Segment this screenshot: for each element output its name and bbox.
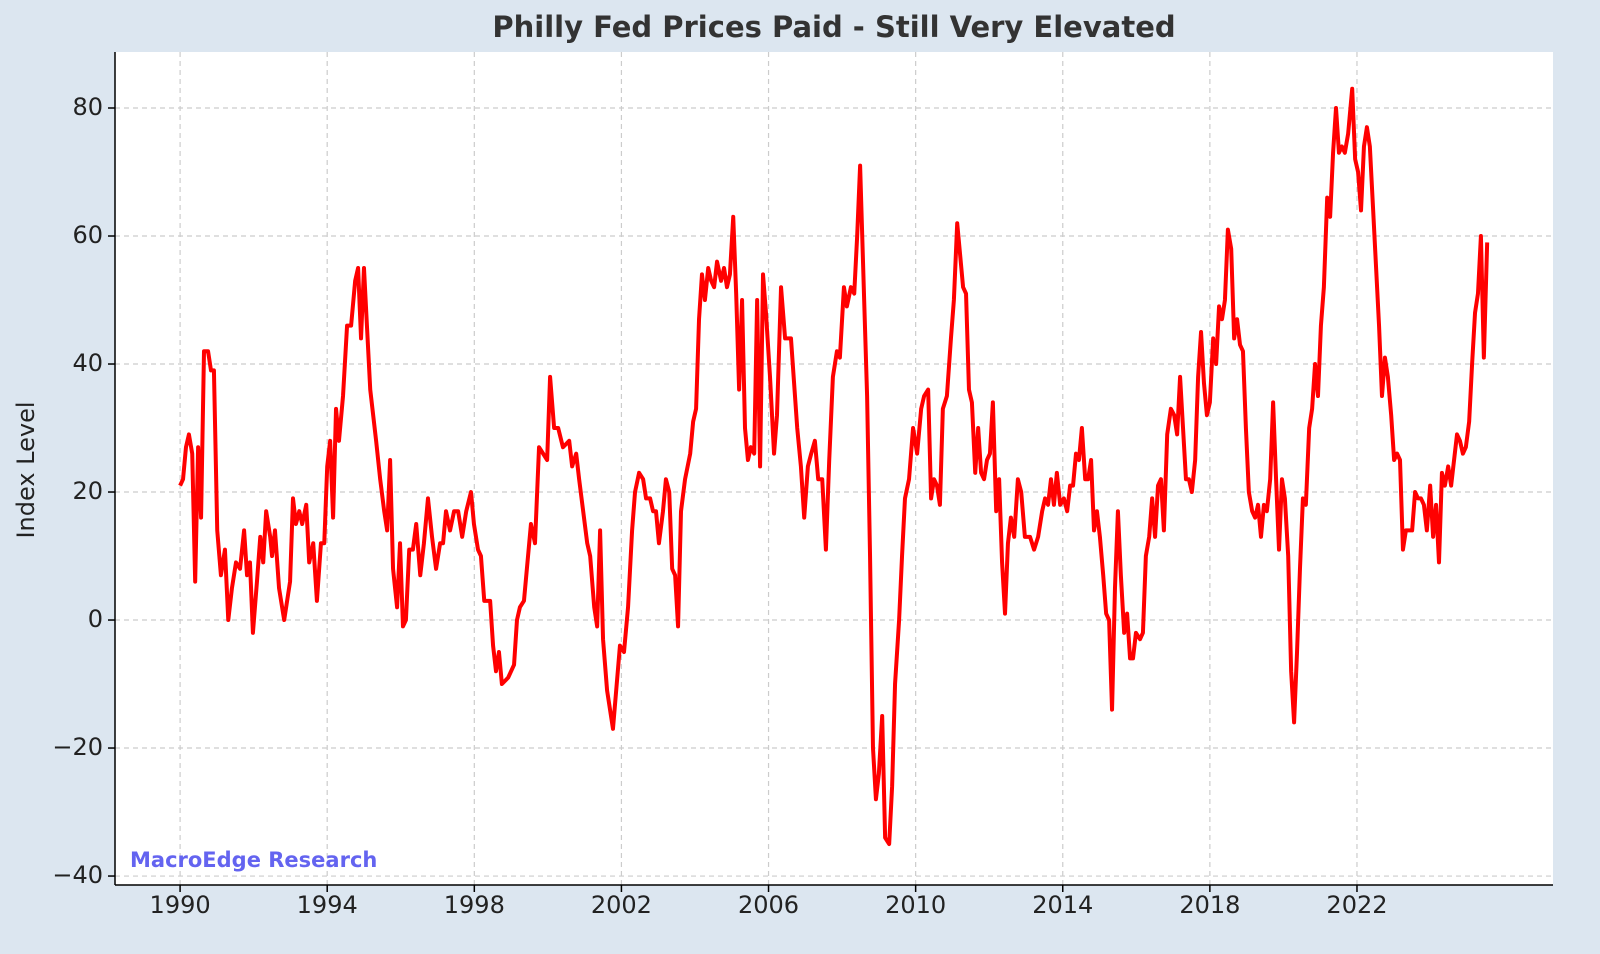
- watermark: MacroEdge Research: [130, 848, 377, 872]
- line: [178, 86, 1490, 847]
- x-tick-label: 1998: [444, 891, 505, 919]
- x-tick-label: 2002: [591, 891, 652, 919]
- y-axis-label: Index Level: [12, 401, 40, 538]
- y-tick-label: 40: [72, 349, 103, 377]
- x-tick-label: 1994: [297, 891, 358, 919]
- y-tick-label: −20: [52, 733, 103, 761]
- grid: [115, 52, 1553, 885]
- x-tick-label: 2018: [1179, 891, 1240, 919]
- y-tick-label: 60: [72, 221, 103, 249]
- plot-area: [115, 52, 1553, 885]
- y-tick-label: −40: [52, 861, 103, 889]
- x-tick-label: 2022: [1326, 891, 1387, 919]
- chart-title: Philly Fed Prices Paid - Still Very Elev…: [492, 10, 1175, 44]
- x-tick-label: 2006: [738, 891, 799, 919]
- x-tick-label: 2010: [885, 891, 946, 919]
- y-tick-label: 80: [72, 93, 103, 121]
- y-tick-label: 0: [88, 605, 103, 633]
- x-tick-label: 2014: [1032, 891, 1093, 919]
- y-tick-label: 20: [72, 477, 103, 505]
- marks: [178, 86, 1490, 847]
- x-tick-label: 1990: [150, 891, 211, 919]
